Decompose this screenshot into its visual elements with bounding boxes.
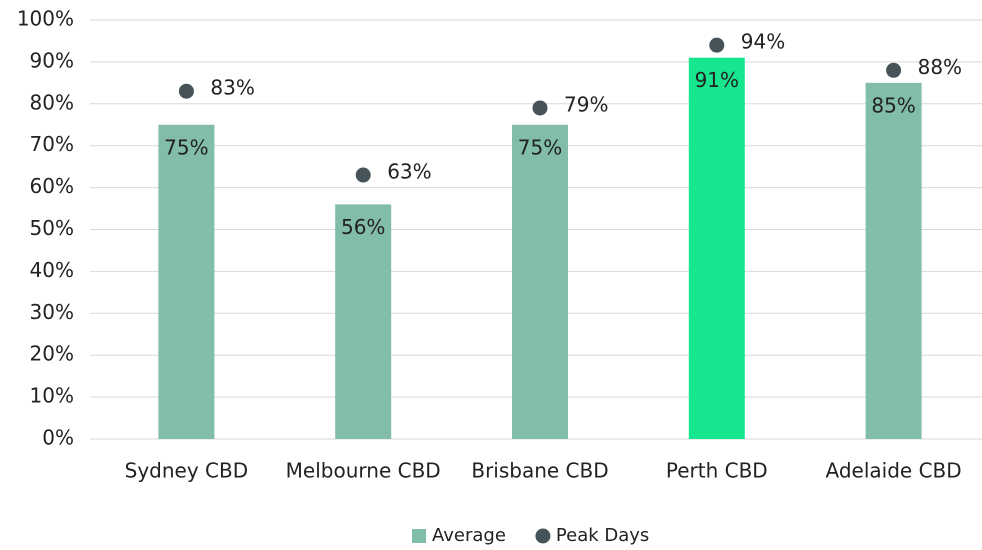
bar-value-label: 75% [164,135,208,159]
y-tick-label: 0% [42,426,74,450]
bar [158,124,215,439]
x-tick-label: Brisbane CBD [471,459,608,483]
y-tick-label: 40% [30,258,74,282]
bar-value-label: 91% [695,68,739,92]
bar-value-label: 75% [518,135,562,159]
bar [865,82,922,439]
y-tick-label: 90% [30,48,74,72]
dot-value-label: 63% [387,160,431,184]
bar [688,57,745,440]
legend-label: Average [432,525,506,546]
y-tick-label: 100% [17,7,74,31]
y-tick-label: 30% [30,300,74,324]
dot [178,83,194,99]
legend-swatch [412,529,426,543]
dot-value-label: 94% [741,30,785,54]
bar [512,124,568,439]
x-tick-label: Sydney CBD [125,459,249,483]
dot-value-label: 83% [210,76,254,100]
dot [532,100,548,116]
legend-swatch [535,528,551,544]
dot-value-label: 88% [918,55,962,79]
y-tick-label: 70% [30,132,74,156]
dot [886,62,902,78]
x-tick-label: Perth CBD [666,459,768,483]
bar-value-label: 56% [341,215,385,239]
y-tick-label: 20% [30,342,74,366]
x-tick-label: Melbourne CBD [286,459,441,483]
dot-value-label: 79% [564,92,608,116]
legend-label: Peak Days [556,525,649,546]
dot [709,37,725,53]
dot [355,167,371,183]
bar-value-label: 85% [871,93,915,117]
y-tick-label: 60% [30,174,74,198]
y-tick-label: 50% [30,216,74,240]
y-tick-label: 80% [30,90,74,114]
y-tick-label: 10% [30,384,74,408]
bar [335,204,392,439]
x-tick-label: Adelaide CBD [826,459,962,483]
